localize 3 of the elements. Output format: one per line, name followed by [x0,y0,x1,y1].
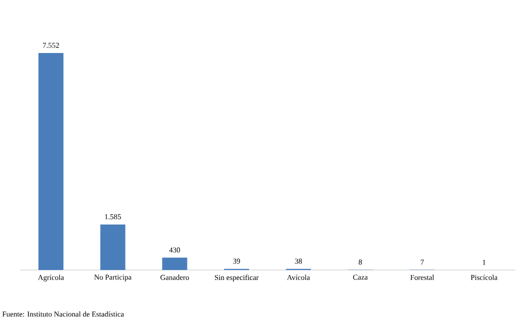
bar [162,258,188,270]
bar [100,224,126,270]
bar [38,53,64,270]
